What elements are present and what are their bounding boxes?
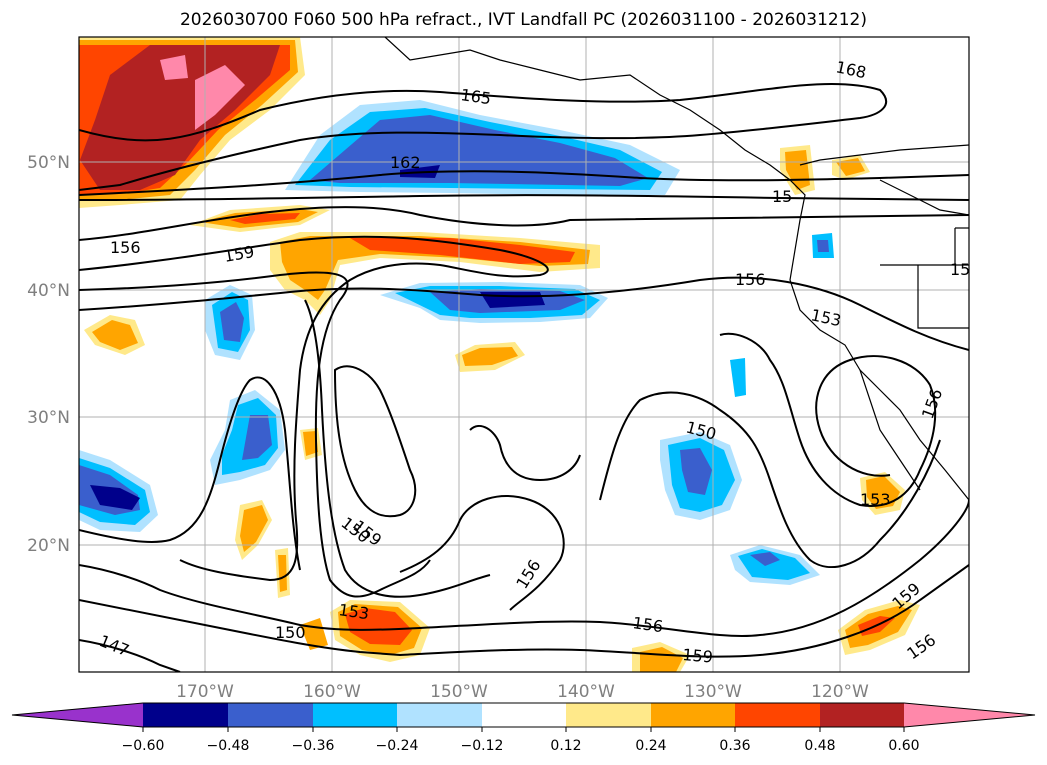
refractivity-contours [79, 83, 969, 672]
positive-anomaly-south [84, 145, 920, 672]
colorbar-segment [313, 703, 397, 727]
chart-title: 2026030700 F060 500 hPa refract., IVT La… [179, 10, 867, 30]
lon-label: 150°W [430, 682, 488, 702]
contour-label: 156 [631, 613, 664, 636]
contour-label: 153 [860, 490, 891, 509]
colorbar-tick-label: 0.48 [804, 738, 835, 754]
contour-label: 150 [275, 623, 306, 642]
contour-label: 162 [390, 153, 421, 172]
colorbar-segment [904, 703, 1035, 727]
contour-label: 153 [337, 600, 370, 623]
colorbar-segment [397, 703, 482, 727]
colorbar-tick-label: −0.12 [461, 738, 504, 754]
colorbar-segment [566, 703, 651, 727]
positive-anomaly-northwest [79, 37, 305, 208]
colorbar-tick-label: −0.36 [292, 738, 335, 754]
colorbar-tick-label: −0.24 [376, 738, 419, 754]
lon-label: 170°W [176, 682, 234, 702]
lon-label: 140°W [557, 682, 615, 702]
colorbar-segment [143, 703, 228, 727]
colorbar-segment [482, 703, 566, 727]
contour-label: 15 [772, 187, 792, 206]
colorbar-ticks [142, 727, 905, 732]
contour-label: 156 [735, 270, 766, 289]
contour-label: 15 [950, 260, 970, 279]
contour-label: 156 [110, 238, 141, 257]
contour-label: 165 [459, 85, 492, 108]
colorbar-tick-label: −0.60 [122, 738, 165, 754]
negative-anomaly-east [660, 233, 834, 585]
lat-label: 40°N [27, 281, 70, 301]
colorbar-segment [651, 703, 735, 727]
lat-label: 30°N [27, 408, 70, 428]
colorbar-segment [228, 703, 313, 727]
map-frame [78, 36, 970, 673]
colorbar-tick-label: 0.12 [550, 738, 581, 754]
colorbar: −0.60 −0.48 −0.36 −0.24 −0.12 0.12 0.24 … [11, 702, 1036, 754]
longitude-labels: 170°W 160°W 150°W 140°W 130°W 120°W [176, 682, 869, 702]
latitude-labels: 50°N 40°N 30°N 20°N [27, 153, 70, 556]
lon-label: 130°W [684, 682, 742, 702]
lon-label: 120°W [811, 682, 869, 702]
map-area: 168 165 162 159 156 156 153 150 150 153 … [79, 37, 970, 672]
colorbar-tick-label: −0.48 [207, 738, 250, 754]
colorbar-tick-label: 0.24 [635, 738, 666, 754]
lat-label: 20°N [27, 536, 70, 556]
colorbar-tick-label: 0.36 [719, 738, 750, 754]
lon-label: 160°W [303, 682, 361, 702]
colorbar-segment [820, 703, 904, 727]
lat-label: 50°N [27, 153, 70, 173]
contour-label: 159 [682, 645, 714, 667]
colorbar-segment [12, 703, 143, 727]
colorbar-tick-label: 0.60 [888, 738, 919, 754]
colorbar-segment [735, 703, 820, 727]
